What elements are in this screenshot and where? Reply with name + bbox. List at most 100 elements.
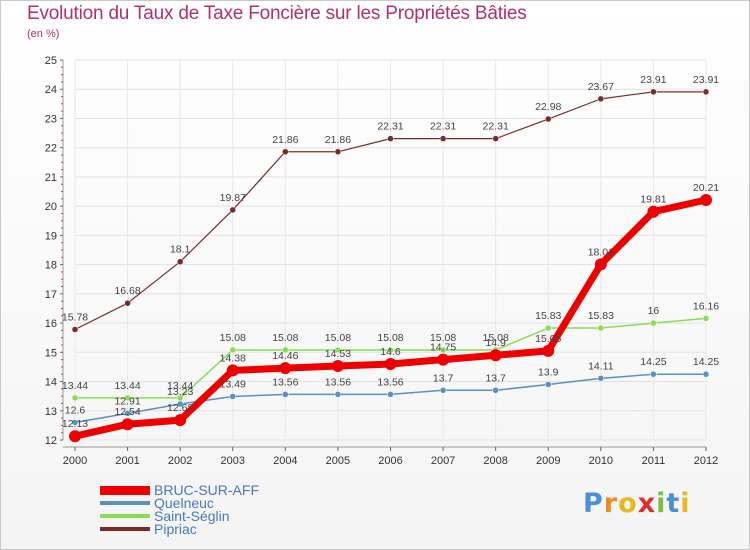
x-tick-label: 2010: [589, 455, 613, 467]
data-point-quelneuc: [282, 391, 289, 398]
data-point-saint-s-glin: [282, 346, 289, 354]
data-label-quelneuc: 14.11: [588, 360, 614, 372]
x-tick-label: 2007: [431, 455, 455, 467]
y-tick-label: 14: [45, 377, 57, 389]
data-label-bruc-sur-aff: 14.53: [325, 348, 351, 360]
x-tick-label: 2011: [642, 455, 666, 467]
data-label-saint-s-glin: 16: [648, 305, 660, 317]
chart-title: Evolution du Taux de Taxe Foncière sur l…: [27, 3, 527, 24]
data-label-pipriac: 18.1: [170, 244, 191, 256]
data-point-bruc-sur-aff: [700, 194, 712, 207]
data-label-saint-s-glin: 15.83: [588, 310, 614, 322]
data-label-bruc-sur-aff: 14.9: [485, 337, 506, 349]
data-point-saint-s-glin: [71, 394, 79, 402]
logo-letter: t: [666, 488, 681, 519]
data-point-quelneuc: [71, 419, 79, 426]
data-label-bruc-sur-aff: 14.38: [220, 352, 246, 364]
data-label-pipriac: 19.87: [220, 192, 246, 204]
logo-letter: i: [680, 488, 691, 519]
data-point-quelneuc: [650, 370, 657, 378]
data-point-saint-s-glin: [545, 324, 552, 332]
data-point-pipriac: [71, 326, 79, 333]
data-label-pipriac: 16.68: [114, 285, 140, 297]
logo-letter: r: [603, 488, 619, 519]
data-point-saint-s-glin: [597, 324, 605, 332]
data-label-saint-s-glin: 16.16: [693, 300, 719, 312]
data-point-quelneuc: [176, 400, 184, 408]
y-tick-label: 18: [45, 260, 57, 272]
data-point-pipriac: [492, 135, 499, 142]
x-tick-label: 2004: [273, 455, 297, 467]
y-tick-label: 23: [45, 113, 57, 125]
data-point-quelneuc: [439, 387, 447, 394]
proxiti-logo: Proxiti: [583, 488, 691, 519]
data-point-saint-s-glin: [124, 394, 131, 402]
y-tick-label: 17: [45, 289, 57, 301]
data-label-quelneuc: 13.7: [433, 372, 454, 384]
data-label-bruc-sur-aff: 19.81: [640, 194, 666, 206]
data-label-pipriac: 21.86: [325, 134, 351, 146]
x-tick-label: 2003: [221, 455, 245, 467]
legend-label: Quelneuc: [154, 495, 214, 511]
data-label-pipriac: 15.78: [62, 312, 88, 324]
data-label-saint-s-glin: 13.44: [62, 380, 88, 392]
data-label-quelneuc: 14.25: [693, 356, 719, 368]
data-label-bruc-sur-aff: 18.01: [588, 246, 614, 258]
legend-label: BRUC-SUR-AFF: [154, 482, 259, 498]
data-point-saint-s-glin: [650, 319, 657, 327]
data-point-quelneuc: [387, 391, 394, 398]
data-label-pipriac: 22.98: [535, 101, 561, 113]
data-point-pipriac: [545, 115, 552, 123]
data-label-quelneuc: 13.56: [377, 376, 403, 388]
data-label-quelneuc: 12.91: [114, 395, 140, 407]
x-tick-label: 2008: [483, 455, 507, 467]
data-label-pipriac: 23.91: [693, 74, 719, 86]
legend-swatch: [100, 514, 150, 518]
logo-letter: x: [637, 488, 657, 519]
data-label-pipriac: 23.91: [640, 74, 666, 86]
data-point-saint-s-glin: [229, 346, 236, 354]
y-tick-label: 24: [45, 84, 57, 96]
data-label-quelneuc: 13.9: [538, 366, 559, 378]
legend-swatch: [100, 485, 150, 495]
data-label-saint-s-glin: 13.44: [167, 380, 193, 392]
data-label-pipriac: 22.31: [483, 121, 509, 133]
chart-series: [69, 88, 712, 443]
y-tick-label: 20: [45, 201, 57, 213]
data-point-quelneuc: [545, 381, 552, 388]
data-label-quelneuc: 13.56: [272, 376, 298, 388]
data-point-pipriac: [334, 148, 342, 156]
legend-item: Quelneuc: [100, 495, 300, 511]
logo-letter: o: [618, 488, 638, 519]
data-point-quelneuc: [492, 387, 499, 394]
data-label-saint-s-glin: 15.08: [272, 332, 298, 344]
data-label-saint-s-glin: 15.08: [325, 332, 351, 344]
data-point-bruc-sur-aff: [331, 360, 344, 373]
y-tick-label: 19: [45, 230, 57, 242]
x-tick-label: 2005: [326, 455, 350, 467]
data-point-saint-s-glin: [439, 346, 447, 354]
data-point-pipriac: [439, 135, 447, 142]
data-point-saint-s-glin: [334, 346, 342, 354]
data-label-saint-s-glin: 15.08: [430, 332, 456, 344]
chart-axes: 12 13 14 15 16 17 18 19 20 21 22 23 24 25 2000 2001 2002…: [45, 55, 718, 467]
data-label-quelneuc: 12.6: [65, 404, 86, 416]
data-label-pipriac: 21.86: [272, 134, 298, 146]
data-label-bruc-sur-aff: 14.6: [380, 346, 401, 358]
data-label-saint-s-glin: 15.08: [220, 332, 246, 344]
data-label-saint-s-glin: 15.08: [377, 332, 403, 344]
y-tick-label: 21: [45, 172, 57, 184]
data-label-quelneuc: 13.49: [220, 378, 246, 390]
data-label-bruc-sur-aff: 14.46: [272, 350, 298, 362]
data-point-bruc-sur-aff: [69, 430, 81, 443]
data-point-quelneuc: [124, 410, 131, 417]
data-point-pipriac: [176, 258, 184, 265]
legend-item: BRUC-SUR-AFF: [100, 482, 300, 498]
x-tick-label: 2002: [168, 455, 192, 467]
data-label-quelneuc: 14.25: [640, 356, 666, 368]
data-point-bruc-sur-aff: [174, 414, 187, 427]
data-label-saint-s-glin: 15.83: [535, 310, 561, 322]
